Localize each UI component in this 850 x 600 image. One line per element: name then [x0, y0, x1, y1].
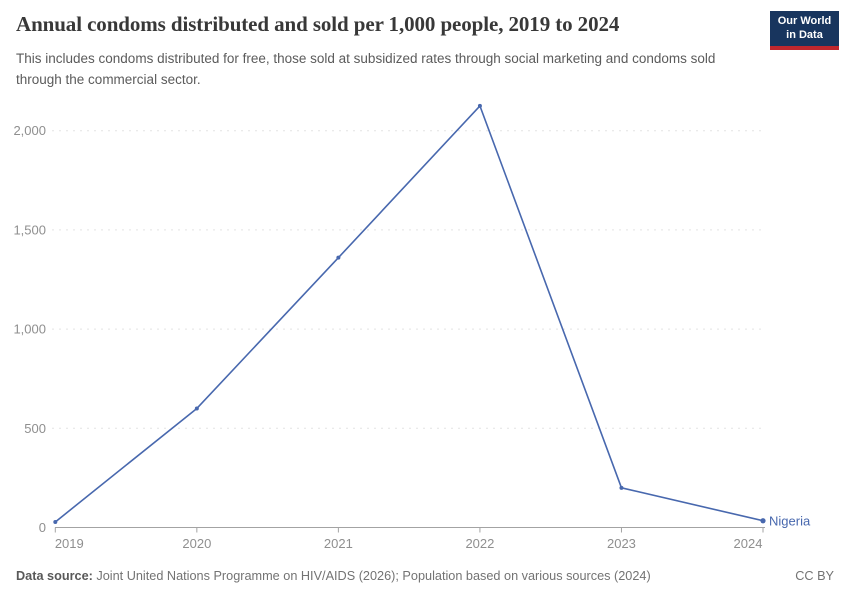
owid-logo-line2: in Data: [786, 28, 823, 41]
data-point-2021[interactable]: [336, 255, 341, 260]
y-tick-label: 0: [39, 520, 46, 535]
chart-subtitle: This includes condoms distributed for fr…: [16, 51, 716, 87]
series-label-nigeria[interactable]: Nigeria: [769, 513, 811, 528]
data-point-2022[interactable]: [477, 103, 482, 108]
data-point-2020[interactable]: [194, 406, 199, 411]
x-tick-label: 2023: [607, 536, 636, 551]
y-tick-label: 500: [24, 421, 46, 436]
owid-logo[interactable]: Our World in Data: [770, 11, 839, 50]
x-tick-label: 2022: [465, 536, 494, 551]
x-tick-label: 2021: [324, 536, 353, 551]
y-tick-label: 1,000: [13, 322, 46, 337]
line-series-nigeria[interactable]: [54, 105, 764, 523]
data-point-2019[interactable]: [53, 519, 58, 524]
page-title: Annual condoms distributed and sold per …: [16, 12, 620, 36]
license-link[interactable]: CC BY: [795, 569, 834, 583]
y-tick-label: 2,000: [13, 123, 46, 138]
chart-footer: Data source: Joint United Nations Progra…: [16, 569, 834, 583]
x-tick-label: 2020: [182, 536, 211, 551]
data-point-2024[interactable]: [760, 518, 766, 524]
data-source-label: Data source:: [16, 569, 93, 583]
y-tick-label: 1,500: [13, 222, 46, 237]
owid-logo-line1: Our World: [777, 15, 832, 27]
data-point-2023[interactable]: [619, 485, 624, 490]
x-tick-label: 2019: [55, 536, 84, 551]
data-source-text: Joint United Nations Programme on HIV/AI…: [96, 569, 651, 583]
x-tick-label: 2024: [734, 536, 763, 551]
